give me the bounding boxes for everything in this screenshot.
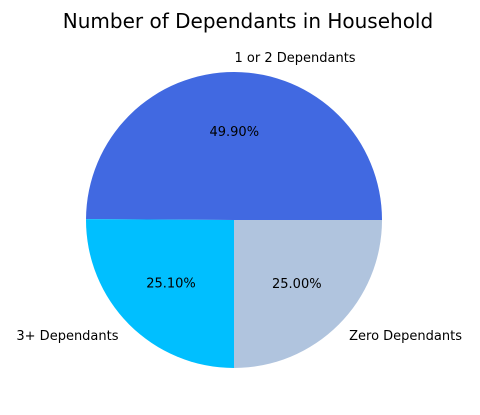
- pie-slice: [234, 220, 382, 368]
- slice-percent-label: 25.00%: [272, 277, 322, 292]
- chart-title: Number of Dependants in Household: [63, 9, 433, 33]
- pie-labels: 49.90% 1 or 2 Dependants 25.10% 3+ Dependan…: [16, 51, 462, 344]
- slice-percent-label: 49.90%: [209, 125, 259, 140]
- slice-category-label: Zero Dependants: [349, 329, 462, 344]
- pie-slice: [86, 219, 234, 368]
- slice-category-label: 1 or 2 Dependants: [235, 51, 356, 66]
- slice-category-label: 3+ Dependants: [16, 329, 118, 344]
- pie-slice: [86, 71, 382, 220]
- pie-slices: [86, 71, 382, 368]
- slice-percent-label: 25.10%: [146, 277, 196, 292]
